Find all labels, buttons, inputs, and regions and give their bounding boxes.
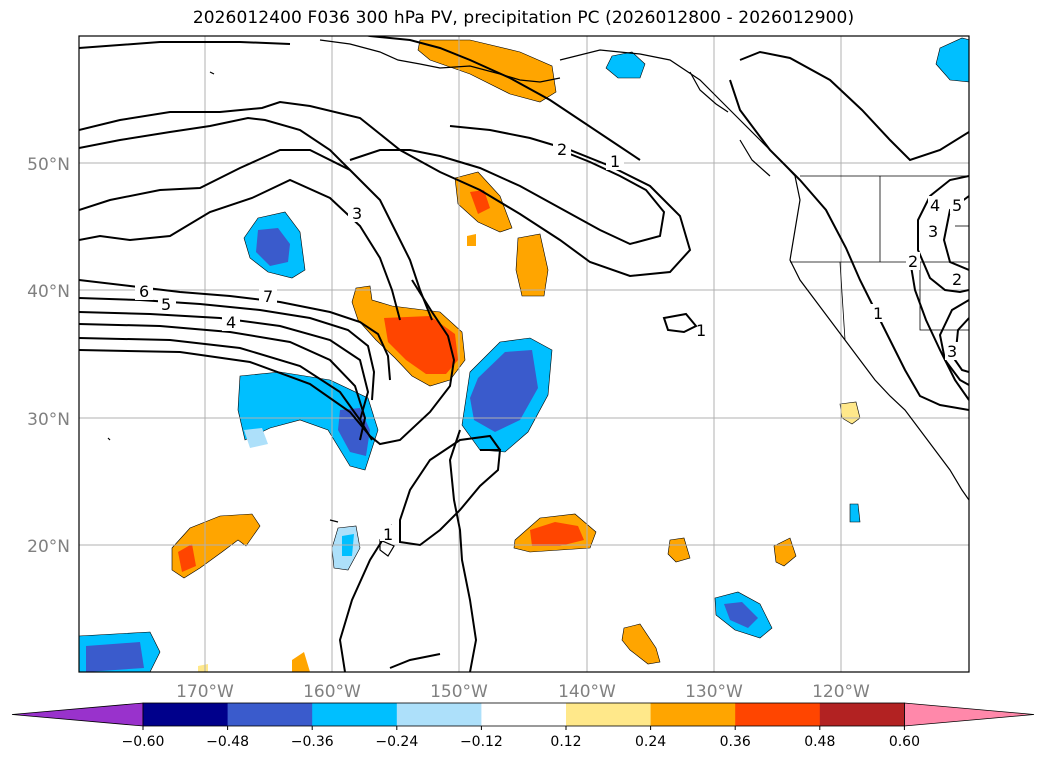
precip-strong-negative-area: [724, 602, 758, 628]
colorbar-tick-label: −0.48: [206, 734, 249, 750]
colorbar-segment: [396, 703, 482, 726]
contour-label: 1: [383, 525, 393, 544]
contour-label: 3: [947, 342, 957, 361]
contour-label: 1: [873, 304, 883, 323]
colorbar-segment: [143, 703, 229, 726]
lon-label: 120°W: [812, 682, 870, 702]
colorbar: −0.60 −0.48 −0.36 −0.24 −0.12 0.12 0.24 0.36 0.4…: [11, 702, 1035, 750]
contour-label: 2: [557, 140, 567, 159]
colorbar-segment: [566, 703, 652, 726]
colorbar-tick-label: −0.12: [460, 734, 503, 750]
contour-label: 4: [226, 313, 236, 332]
map-gridlines: [79, 36, 969, 672]
colorbar-tick-label: −0.60: [122, 734, 165, 750]
coastlines: [107, 39, 969, 557]
colorbar-segment: [227, 703, 313, 726]
map-frame: [78, 35, 970, 673]
contour-label: 1: [610, 152, 620, 171]
colorbar-tick-label: 0.12: [550, 734, 581, 750]
precip-positive-area: [292, 652, 310, 672]
precip-positive-area: [515, 233, 549, 297]
contour-label: 1: [696, 321, 706, 340]
precip-positive-area: [667, 537, 691, 563]
colorbar-tick-label: 0.36: [720, 734, 751, 750]
colorbar-labels: −0.60 −0.48 −0.36 −0.24 −0.12 0.12 0.24 0.36 0.4…: [122, 734, 920, 750]
contour-labels: 6 5 7 4 3 2 1 1 1 1 2 3 3 4: [135, 140, 964, 544]
colorbar-segment: [735, 703, 821, 726]
map-title: 2026012400 F036 300 hPa PV, precipitatio…: [192, 8, 855, 28]
lat-label: 30°N: [27, 410, 70, 430]
contour-label: 2: [952, 270, 962, 289]
lat-label: 40°N: [27, 282, 70, 302]
precip-negative-area: [935, 37, 969, 83]
lon-label: 170°W: [176, 682, 234, 702]
precip-positive-area: [467, 234, 476, 246]
precip-strong-positive-area: [530, 522, 584, 546]
precip-shading: [79, 37, 969, 672]
contour-label: 3: [928, 222, 938, 241]
contour-label: 2: [908, 252, 918, 271]
state-borders: [790, 175, 969, 341]
colorbar-tick-label: −0.24: [375, 734, 418, 750]
colorbar-segments: [11, 702, 1035, 727]
precip-strong-negative-area: [338, 408, 370, 456]
precip-weak-negative-area: [244, 428, 268, 448]
precip-negative-area: [605, 51, 646, 79]
contour-label: 7: [263, 287, 273, 306]
colorbar-segment: [481, 703, 567, 726]
colorbar-tick-label: 0.48: [804, 734, 835, 750]
colorbar-tick-label: −0.36: [291, 734, 334, 750]
precip-positive-area: [621, 623, 661, 665]
colorbar-segment: [650, 703, 736, 726]
colorbar-segment: [312, 703, 398, 726]
precip-strong-negative-area: [256, 228, 290, 266]
colorbar-segment: [819, 703, 905, 726]
colorbar-extension-low: [11, 702, 144, 727]
lat-label: 50°N: [27, 155, 70, 175]
precip-strong-positive-area: [384, 316, 458, 374]
precip-strong-negative-area: [86, 642, 144, 672]
precip-strong-positive-area: [470, 190, 490, 214]
lon-label: 150°W: [430, 682, 488, 702]
colorbar-tick-label: 0.60: [889, 734, 920, 750]
colorbar-extension-high: [904, 702, 1035, 727]
lon-label: 160°W: [303, 682, 361, 702]
latitude-labels: 50°N 40°N 30°N 20°N: [27, 155, 70, 557]
colorbar-ticks: [142, 726, 905, 730]
longitude-labels: 170°W 160°W 150°W 140°W 130°W 120°W: [176, 682, 870, 702]
lon-label: 130°W: [685, 682, 743, 702]
colorbar-outline: [142, 702, 905, 727]
lat-label: 20°N: [27, 537, 70, 557]
lon-label: 140°W: [558, 682, 616, 702]
contour-label: 4: [930, 196, 940, 215]
precip-strong-negative-area: [470, 350, 538, 432]
precip-strong-positive-area: [178, 544, 196, 572]
contour-label: 6: [139, 282, 149, 301]
colorbar-tick-label: 0.24: [635, 734, 666, 750]
contour-label: 5: [952, 196, 962, 215]
contour-label: 5: [161, 295, 171, 314]
contour-label: 3: [352, 204, 362, 223]
precip-negative-area: [849, 503, 861, 523]
